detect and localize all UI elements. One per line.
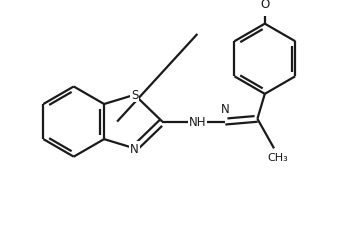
Text: O: O — [260, 0, 270, 11]
Text: N: N — [221, 103, 229, 116]
Text: NH: NH — [189, 116, 206, 128]
Text: N: N — [130, 142, 139, 155]
Text: CH₃: CH₃ — [267, 152, 288, 162]
Text: S: S — [131, 89, 138, 102]
